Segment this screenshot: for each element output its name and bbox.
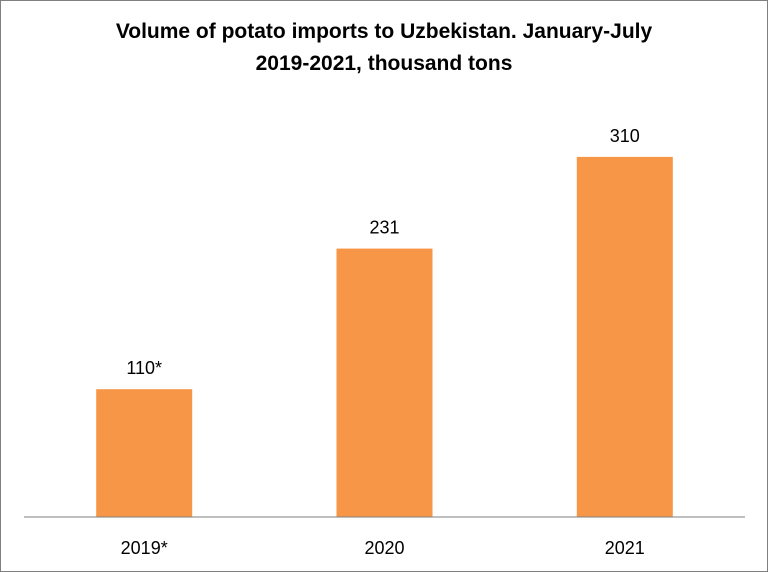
- chart-title: Volume of potato imports to Uzbekistan. …: [0, 16, 768, 80]
- bar-0: [96, 389, 193, 517]
- data-label-0: 110*: [126, 358, 162, 378]
- x-tick-label-0: 2019*: [121, 538, 168, 558]
- data-labels-group: 110* 231 310: [126, 126, 639, 378]
- chart-title-line-1: Volume of potato imports to Uzbekistan. …: [115, 20, 653, 43]
- bar-1: [336, 248, 433, 517]
- x-tick-label-1: 2020: [364, 538, 404, 558]
- x-tick-labels-group: 2019* 2020 2021: [121, 538, 645, 558]
- bar-2: [576, 156, 673, 517]
- chart-title-line-2: 2019-2021, thousand tons: [255, 52, 513, 75]
- data-label-2: 310: [610, 126, 640, 146]
- bars-group: [96, 156, 673, 517]
- data-label-1: 231: [369, 218, 399, 238]
- x-tick-label-2: 2021: [605, 538, 645, 558]
